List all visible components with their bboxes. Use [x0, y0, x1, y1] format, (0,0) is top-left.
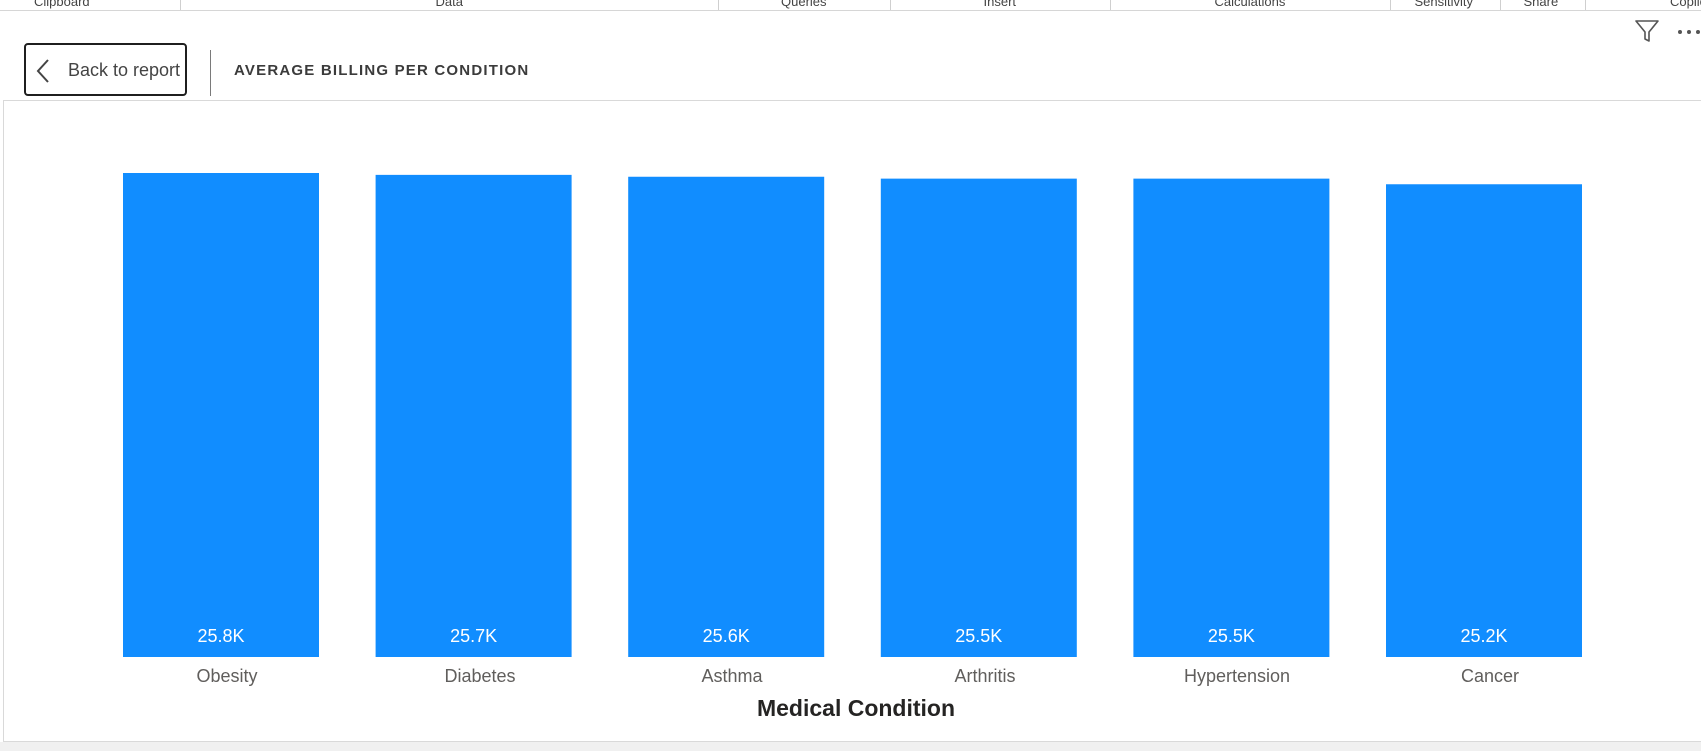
bar-cancer[interactable] [1386, 184, 1582, 658]
ribbon-group-label: Copilot [1670, 0, 1701, 9]
ribbon-group-label: Sensitivity [1414, 0, 1474, 9]
chevron-left-icon [32, 57, 56, 90]
ribbon-separator [180, 0, 181, 10]
ribbon-group-label: Calculations [1214, 0, 1286, 9]
x-axis-tick-label: Cancer [1461, 666, 1519, 686]
ribbon-separator [1390, 0, 1391, 10]
header-divider [210, 50, 211, 96]
bar-obesity[interactable] [123, 173, 319, 657]
data-label: 25.7K [450, 626, 497, 646]
ribbon-separator [718, 0, 719, 10]
x-axis-tick-label: Obesity [196, 666, 257, 686]
ribbon-group-label: Queries [781, 0, 827, 9]
visual-title: AVERAGE BILLING PER CONDITION [234, 62, 530, 79]
x-axis-tick-label: Diabetes [444, 666, 515, 686]
bar-arthritis[interactable] [880, 178, 1077, 657]
data-label: 25.5K [955, 626, 1002, 646]
back-to-report-button[interactable]: Back to report [24, 43, 187, 96]
filter-icon[interactable] [1634, 18, 1660, 49]
chart-visual-container: 25.8K Obesity 25.7K Diabetes 25.6K Asthma 25.5… [3, 100, 1701, 742]
x-axis-title: Medical Condition [757, 695, 955, 721]
ribbon-group-labels: Clipboard Data Queries Insert Calculations Se… [0, 0, 1701, 11]
canvas-bottom-strip [0, 742, 1701, 751]
data-label: 25.5K [1208, 626, 1255, 646]
more-options-icon[interactable] [1676, 24, 1701, 42]
x-axis-tick-label: Arthritis [954, 666, 1015, 686]
bar-hypertension[interactable] [1133, 178, 1330, 657]
bar-diabetes[interactable] [375, 174, 572, 657]
ribbon-group-label: Clipboard [34, 0, 90, 9]
bar-asthma[interactable] [628, 176, 825, 657]
ribbon-separator [890, 0, 891, 10]
ribbon-separator [1585, 0, 1586, 10]
data-label: 25.8K [197, 626, 244, 646]
x-axis-tick-label: Asthma [701, 666, 763, 686]
data-label: 25.6K [703, 626, 750, 646]
x-axis-tick-label: Hypertension [1184, 666, 1290, 686]
bar-chart: 25.8K Obesity 25.7K Diabetes 25.6K Asthma 25.5… [123, 173, 1582, 721]
ribbon-group-label: Data [435, 0, 463, 9]
ribbon-group-label: Share [1523, 0, 1559, 9]
back-to-report-label: Back to report [68, 60, 181, 80]
ribbon-separator [1500, 0, 1501, 10]
data-label: 25.2K [1460, 626, 1507, 646]
ribbon-group-label: Insert [983, 0, 1017, 9]
ribbon-separator [1110, 0, 1111, 10]
